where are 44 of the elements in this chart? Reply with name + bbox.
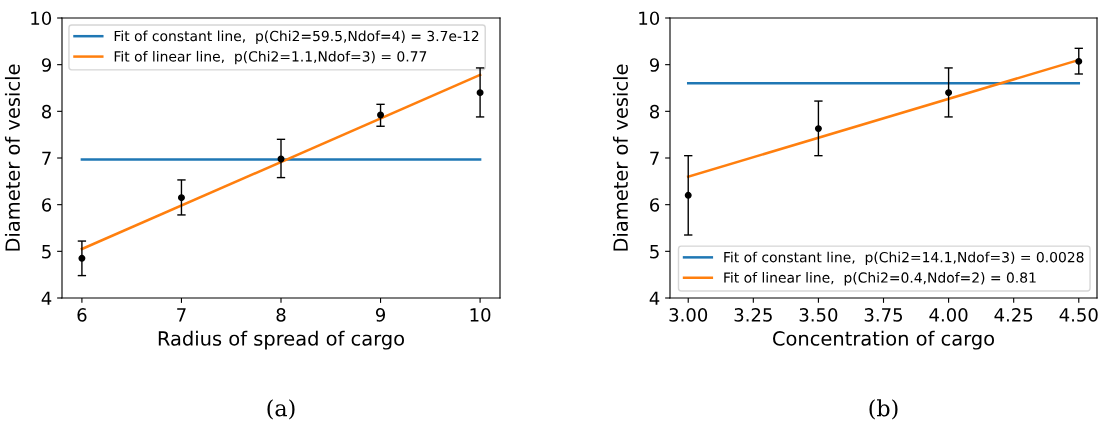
x-tick-label: 10 (470, 308, 491, 322)
text: (a) (267, 399, 295, 420)
x-tick-label: 6 (77, 308, 87, 322)
y-tick-label: 7 (650, 151, 659, 165)
y-axis-title: Diameter of vesicle (4, 64, 20, 251)
y-tick-label: 4 (649, 291, 660, 305)
legend-label: Fit of linear line, p(Chi2=0.4,Ndof=2) = 0.81 (724, 272, 1036, 286)
x-tick-label: 4.50 (1059, 308, 1098, 322)
legend-label: Fit of linear line, p(Chi2=1.1,Ndof=3) = 0.77 (114, 50, 427, 65)
y-tick-label: 6 (42, 198, 52, 212)
x-tick-label: 8 (276, 308, 286, 322)
y-tick-label: 8 (650, 104, 660, 119)
point (78, 254, 86, 262)
y-axis-title: Diameter of vesicle (612, 64, 628, 251)
x-axis-title: Concentration of cargo (773, 330, 995, 350)
y-tick-label: 5 (650, 245, 659, 259)
x-tick-label: 7 (177, 308, 186, 322)
point (1075, 57, 1083, 65)
y-tick-label: 10 (639, 11, 660, 26)
x-tick-label: 9 (375, 308, 386, 322)
x-tick-label: 3.00 (669, 308, 708, 322)
point (476, 89, 484, 97)
legend-label: Fit of constant line, p(Chi2=14.1,Ndof=3) = 0.0028 (724, 251, 1084, 266)
y-tick-label: 6 (650, 198, 660, 212)
x-tick-label: 3.25 (734, 308, 772, 322)
x-axis-title: Radius of spread of cargo (158, 330, 405, 350)
x-tick-label: 3.50 (799, 308, 838, 322)
point (377, 111, 385, 119)
x-tick-label: 4.25 (994, 308, 1033, 322)
point (945, 89, 953, 97)
y-tick-label: 7 (42, 151, 51, 165)
point (814, 125, 822, 133)
y-tick-label: 9 (649, 58, 660, 72)
legend-label: Fit of constant line, p(Chi2=59.5,Ndof=4) = 3.7e-12 (114, 30, 479, 44)
text: (b) (869, 399, 898, 420)
point (177, 194, 185, 202)
y-tick-label: 8 (42, 104, 52, 119)
y-tick-label: 9 (41, 58, 52, 72)
y-tick-label: 5 (42, 245, 51, 259)
x-tick-label: 3.75 (864, 308, 903, 322)
x-tick-label: 4.00 (929, 308, 968, 322)
point (684, 191, 692, 199)
y-tick-label: 4 (41, 291, 52, 305)
y-tick-label: 10 (31, 11, 52, 26)
